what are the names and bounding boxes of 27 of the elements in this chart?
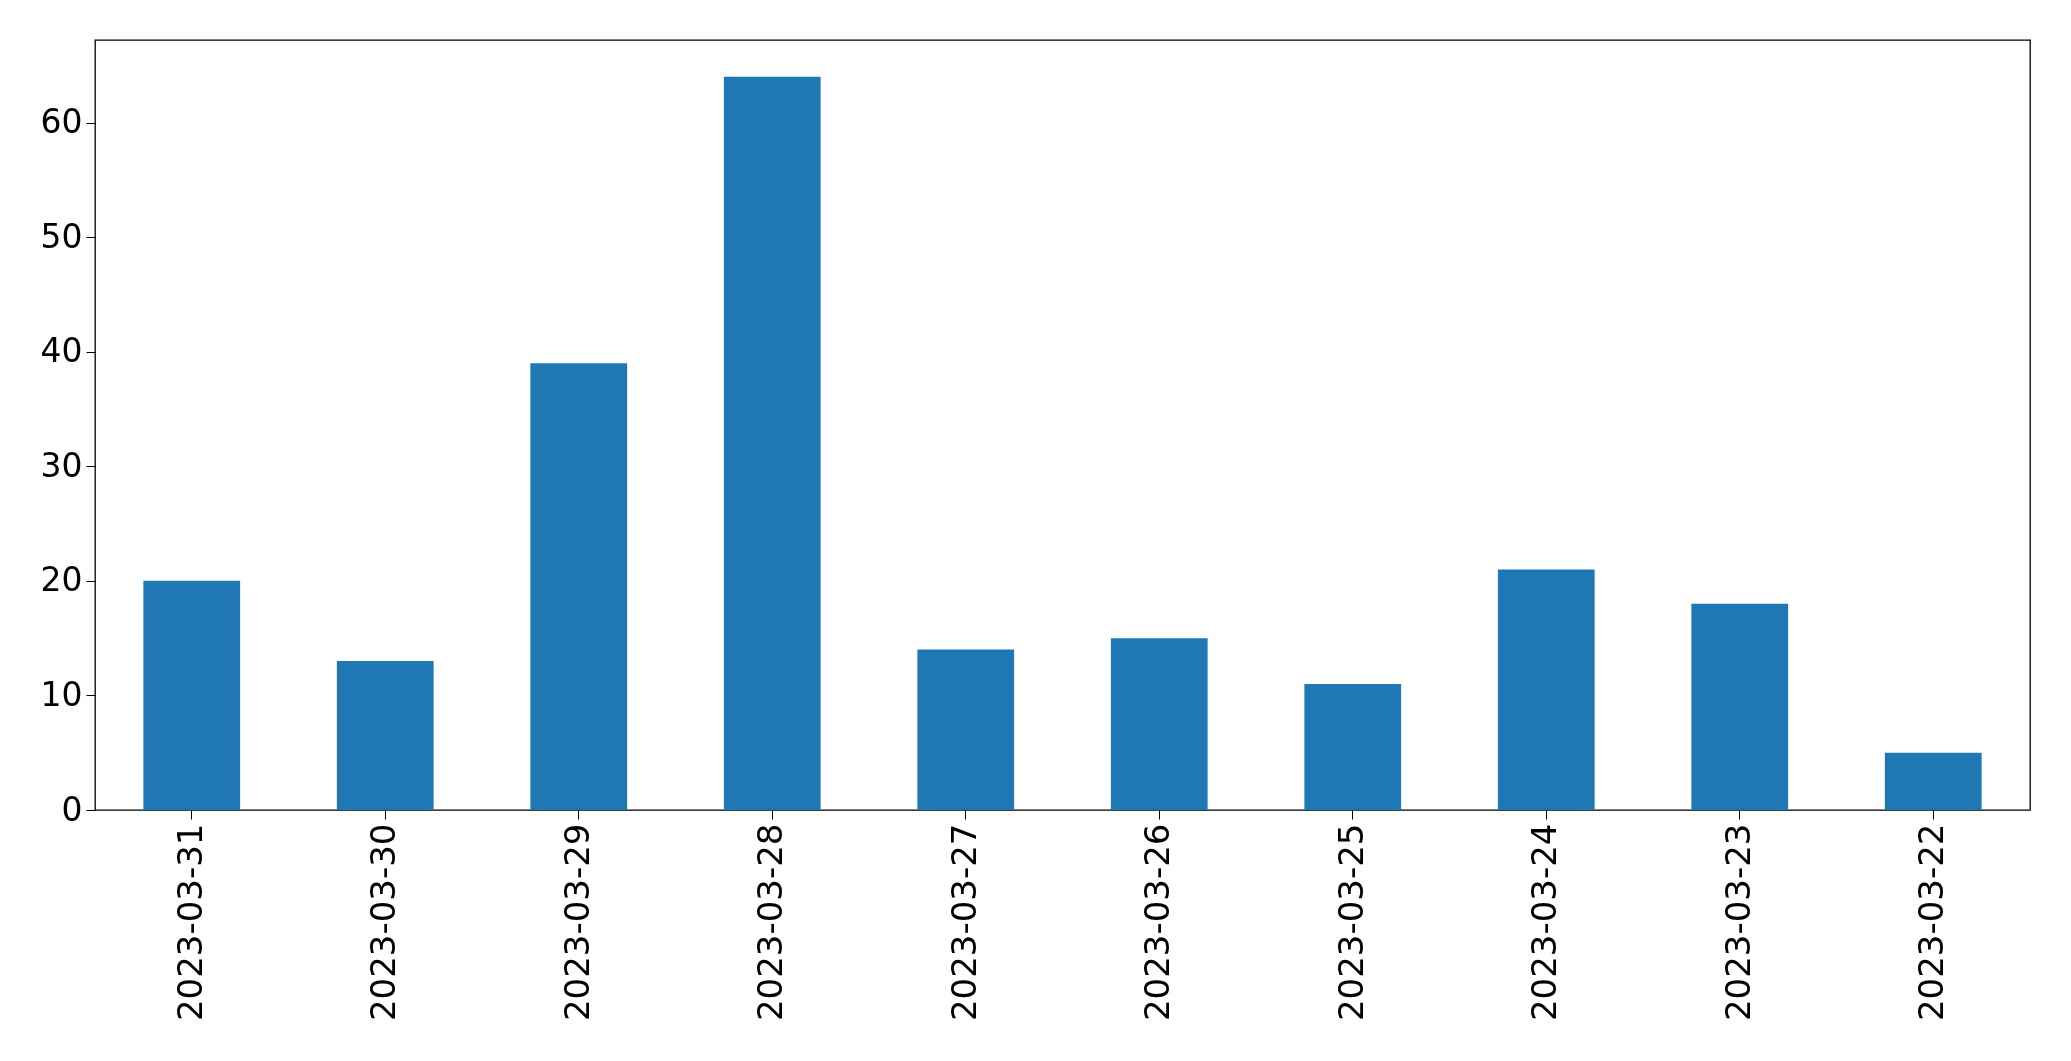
- y-tick-label: 0: [61, 789, 83, 829]
- bar: [1110, 638, 1208, 810]
- x-tick-label: 2023-03-28: [750, 823, 791, 1022]
- bar: [1691, 603, 1789, 810]
- y-tick-label: 40: [40, 331, 83, 371]
- bar: [336, 661, 434, 810]
- y-tick-label: 10: [40, 674, 83, 714]
- y-tick-label: 20: [40, 560, 83, 600]
- x-tick-label: 2023-03-23: [1717, 823, 1758, 1022]
- x-tick-label: 2023-03-25: [1330, 823, 1371, 1022]
- bar: [1884, 752, 1982, 810]
- bar: [1304, 683, 1402, 810]
- bar: [143, 580, 241, 810]
- x-tick-label: 2023-03-26: [1137, 823, 1178, 1022]
- x-tick-label: 2023-03-24: [1524, 823, 1565, 1022]
- bar: [1497, 569, 1595, 810]
- x-tick-label: 2023-03-27: [943, 823, 984, 1022]
- y-tick-label: 50: [40, 216, 83, 256]
- bar: [530, 363, 628, 810]
- y-tick-label: 30: [40, 445, 83, 485]
- y-tick-label: 60: [40, 102, 83, 141]
- x-tick-label: 2023-03-29: [556, 823, 597, 1022]
- x-tick-label: 2023-03-30: [363, 823, 404, 1022]
- x-tick-label: 2023-03-31: [169, 823, 210, 1022]
- bar: [723, 76, 821, 810]
- bar: [917, 649, 1015, 810]
- x-tick-label: 2023-03-22: [1911, 823, 1952, 1022]
